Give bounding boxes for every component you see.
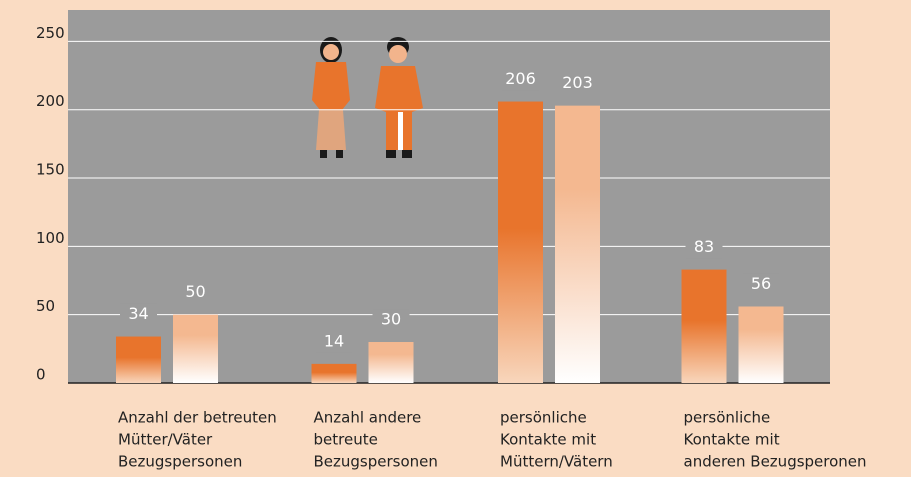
value-label-bg — [685, 236, 723, 259]
x-tick-label: Bezugspersonen — [118, 453, 242, 471]
x-tick-label: Müttern/Vätern — [500, 453, 613, 471]
y-tick-label: 150 — [36, 161, 65, 179]
y-tick-label: 200 — [36, 92, 65, 110]
x-tick-label: persönliche — [500, 409, 587, 427]
value-label: 34 — [128, 304, 148, 323]
value-label: 14 — [324, 331, 344, 350]
value-label-bg — [559, 72, 596, 95]
x-tick-label: Anzahl andere — [314, 409, 422, 427]
value-label: 206 — [505, 69, 536, 88]
bar — [368, 342, 414, 383]
y-tick-label: 250 — [36, 24, 65, 42]
value-label-bg — [120, 303, 157, 326]
bar — [498, 101, 543, 384]
bar — [738, 306, 784, 383]
value-label: 30 — [381, 310, 401, 329]
bar — [173, 314, 218, 383]
bar — [555, 105, 600, 384]
value-label-bg — [742, 273, 780, 296]
x-tick-label: Bezugspersonen — [314, 453, 438, 471]
x-tick-label: betreute — [314, 431, 378, 449]
value-label: 203 — [562, 73, 593, 92]
value-label: 50 — [185, 282, 205, 301]
bar — [311, 363, 357, 383]
y-tick-label: 100 — [36, 229, 65, 247]
value-label-bg — [315, 330, 353, 353]
value-label-bg — [372, 309, 410, 332]
value-label: 56 — [751, 274, 771, 293]
y-tick-label: 50 — [36, 297, 55, 315]
x-tick-label: persönliche — [684, 409, 771, 427]
value-label: 83 — [694, 237, 714, 256]
x-tick-label: Anzahl der betreuten — [118, 409, 277, 427]
value-label-bg — [502, 68, 539, 91]
x-tick-label: Kontakte mit — [684, 431, 780, 449]
illustration — [312, 37, 423, 158]
x-tick-label: Kontakte mit — [500, 431, 596, 449]
x-tick-label: anderen Bezugsperonen — [684, 453, 867, 471]
bar — [116, 336, 161, 383]
y-tick-label: 0 — [36, 366, 46, 384]
bar — [681, 269, 727, 383]
x-tick-label: Mütter/Väter — [118, 431, 213, 449]
value-label-bg — [177, 281, 214, 304]
